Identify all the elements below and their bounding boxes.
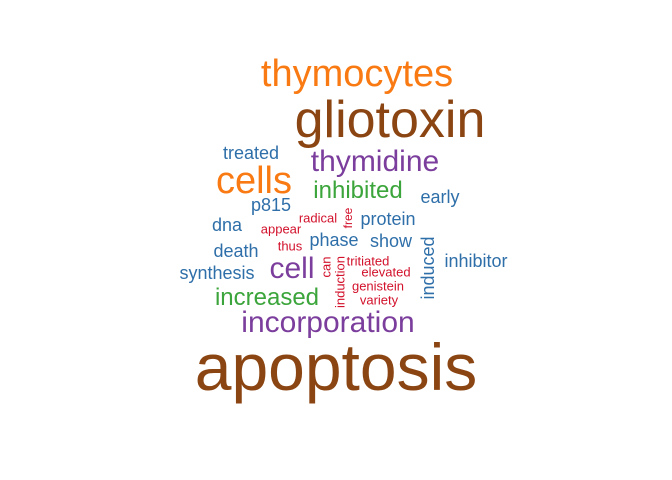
word-induced: induced — [418, 236, 438, 300]
word-synthesis: synthesis — [179, 263, 255, 283]
word-phase: phase — [309, 230, 359, 250]
word-p815: p815 — [250, 195, 292, 215]
word-treated: treated — [222, 143, 280, 163]
word-free: free — [341, 207, 355, 229]
word-death: death — [213, 241, 259, 261]
word-cells: cells — [215, 160, 293, 202]
word-can: can — [318, 256, 334, 278]
word-induction: induction — [332, 255, 348, 309]
word-elevated: elevated — [361, 264, 411, 280]
word-cell: cell — [269, 252, 315, 285]
word-variety: variety — [359, 292, 399, 308]
word-gliotoxin: gliotoxin — [294, 91, 486, 149]
word-early: early — [420, 187, 460, 207]
word-apoptosis: apoptosis — [194, 330, 478, 404]
word-thymidine: thymidine — [310, 145, 440, 178]
word-protein: protein — [360, 209, 416, 229]
word-radical: radical — [298, 210, 338, 226]
word-genistein: genistein — [351, 278, 405, 294]
word-tritiated: tritiated — [346, 253, 390, 269]
word-inhibited: inhibited — [313, 177, 403, 204]
word-inhibitor: inhibitor — [444, 251, 508, 271]
word-incorporation: incorporation — [241, 306, 415, 339]
word-appear: appear — [260, 221, 302, 237]
word-dna: dna — [211, 215, 243, 235]
word-thus: thus — [277, 238, 303, 254]
word-increased: increased — [214, 284, 320, 311]
word-thymocytes: thymocytes — [260, 53, 454, 95]
word-show: show — [369, 231, 413, 251]
